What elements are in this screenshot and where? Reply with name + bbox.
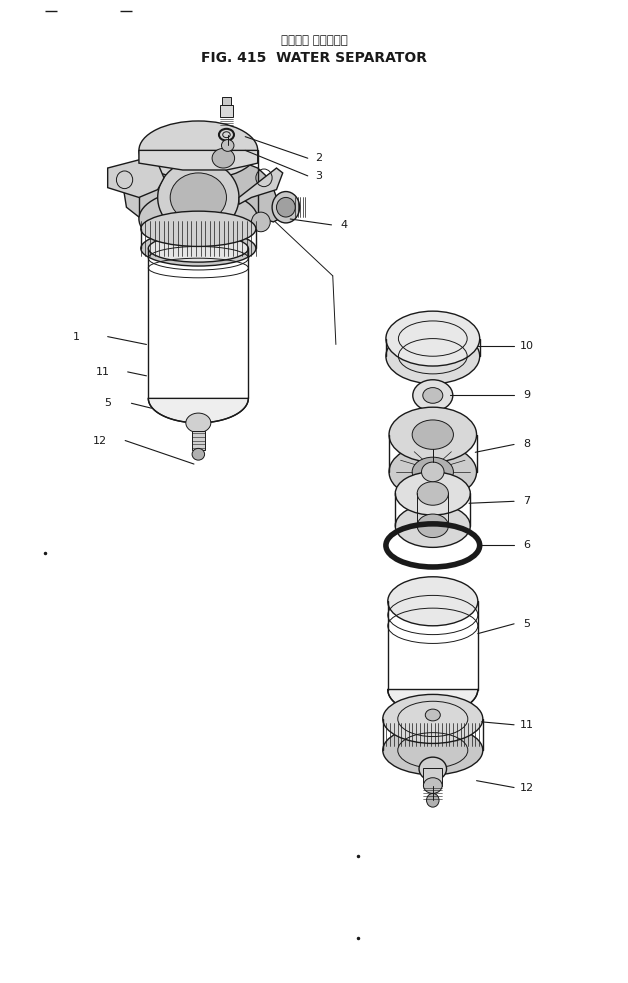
Polygon shape (107, 158, 164, 198)
Text: 6: 6 (523, 541, 530, 550)
Ellipse shape (413, 379, 453, 411)
Text: 2: 2 (315, 153, 323, 163)
Ellipse shape (386, 312, 480, 366)
Ellipse shape (421, 462, 444, 482)
Ellipse shape (423, 778, 442, 793)
Polygon shape (227, 163, 283, 222)
Text: ウォータ セパレータ: ウォータ セパレータ (281, 34, 347, 47)
Ellipse shape (417, 482, 448, 505)
Text: 5: 5 (104, 398, 111, 408)
Text: 8: 8 (523, 439, 530, 449)
Ellipse shape (148, 235, 248, 262)
Text: 9: 9 (523, 390, 530, 400)
Polygon shape (239, 168, 283, 204)
Ellipse shape (141, 231, 256, 266)
Ellipse shape (170, 173, 227, 222)
Polygon shape (139, 150, 257, 170)
Bar (222, 97, 231, 105)
Bar (423, 768, 442, 785)
Ellipse shape (419, 757, 447, 781)
Ellipse shape (251, 212, 270, 232)
Bar (192, 431, 205, 450)
Ellipse shape (417, 514, 448, 538)
Ellipse shape (426, 793, 439, 807)
Text: 12: 12 (519, 782, 534, 792)
Bar (220, 105, 233, 117)
Text: 1: 1 (73, 331, 80, 342)
Ellipse shape (425, 709, 440, 721)
Ellipse shape (412, 420, 453, 449)
Ellipse shape (395, 504, 470, 548)
Text: 10: 10 (519, 341, 534, 352)
Text: 7: 7 (523, 496, 530, 506)
Text: 4: 4 (340, 220, 347, 230)
Ellipse shape (186, 413, 211, 433)
Polygon shape (387, 689, 478, 714)
Ellipse shape (387, 577, 478, 626)
Ellipse shape (139, 190, 257, 249)
Ellipse shape (423, 387, 443, 403)
Polygon shape (123, 163, 189, 217)
Text: 3: 3 (315, 171, 323, 181)
Ellipse shape (386, 328, 480, 383)
Ellipse shape (276, 198, 295, 217)
Ellipse shape (141, 211, 256, 247)
Ellipse shape (395, 472, 470, 515)
Ellipse shape (389, 444, 477, 499)
Text: FIG. 415  WATER SEPARATOR: FIG. 415 WATER SEPARATOR (201, 51, 427, 65)
Ellipse shape (389, 407, 477, 462)
Ellipse shape (222, 140, 234, 151)
Ellipse shape (192, 448, 205, 460)
Ellipse shape (383, 694, 483, 743)
Text: 11: 11 (95, 367, 110, 376)
Ellipse shape (383, 725, 483, 775)
Ellipse shape (412, 457, 453, 487)
Ellipse shape (212, 148, 235, 168)
Text: 11: 11 (519, 720, 534, 729)
Ellipse shape (158, 160, 239, 235)
Text: 5: 5 (523, 619, 530, 629)
Polygon shape (148, 398, 248, 423)
Text: 12: 12 (93, 435, 107, 445)
Ellipse shape (272, 192, 300, 223)
Ellipse shape (139, 121, 257, 180)
